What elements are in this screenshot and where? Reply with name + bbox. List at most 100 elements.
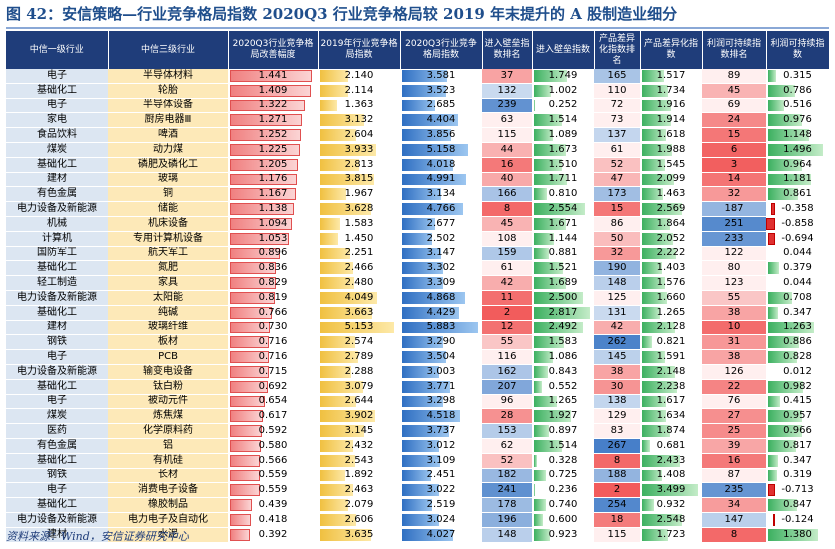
- bar-value: -0.694: [781, 232, 814, 244]
- improve-cell: 0.418: [228, 512, 318, 528]
- barrier-cell: 1.711: [532, 172, 594, 188]
- diff-rank-cell: 47: [594, 172, 640, 188]
- profit-rank-cell: 76: [702, 394, 766, 410]
- profit-rank-cell: 22: [702, 379, 766, 395]
- bar-value: 0.654: [258, 395, 288, 407]
- bar-fill: [534, 217, 566, 230]
- bar-value: 3.581: [426, 69, 456, 81]
- barrier-cell: 1.671: [532, 216, 594, 232]
- header-index-2020q3: 2020Q3行业竞争格局指数: [400, 31, 483, 69]
- diff-cell: 1.916: [640, 98, 702, 114]
- profit-cell: 0.957: [766, 408, 829, 425]
- bar-fill: [534, 114, 563, 127]
- index-2020q3-cell: 3.309: [400, 275, 482, 291]
- bar-value: 0.418: [258, 513, 288, 525]
- table-row: 煤炭 炼焦煤 0.617 3.902 4.518 28 1.927 129 1.634 27 0.9…: [6, 408, 829, 425]
- industry3-cell: 钛白粉: [108, 379, 228, 395]
- bar-fill: [768, 70, 777, 82]
- bar-fill: [534, 232, 555, 245]
- improve-cell: 0.592: [228, 423, 318, 439]
- bar-fill: [402, 70, 447, 82]
- figure-title: 图 42：安信策略—行业竞争格局指数 2020Q3 行业竞争格局较 2019 年…: [6, 5, 678, 23]
- bar-fill: [320, 306, 372, 319]
- industry1-cell: 电子: [6, 394, 108, 410]
- bar-fill: [534, 469, 546, 482]
- bar-value: 0.821: [656, 336, 686, 348]
- diff-rank-cell: 15: [594, 201, 640, 217]
- bar-value: 0.044: [783, 277, 812, 289]
- bar-fill: [320, 188, 346, 201]
- bar-value: 0.932: [656, 499, 686, 510]
- bar-fill: [320, 321, 395, 334]
- bar-fill: [230, 484, 260, 497]
- index-2020q3-cell: 3.024: [400, 512, 482, 528]
- barrier-cell: 0.236: [532, 482, 594, 499]
- bar-fill: [534, 425, 550, 437]
- bar-value: 1.409: [258, 84, 288, 96]
- bar-value: 2.466: [344, 262, 374, 274]
- bar-fill: [534, 484, 536, 497]
- industry3-cell: 半导体材料: [108, 69, 228, 84]
- bar-value: 4.429: [426, 306, 456, 318]
- bar-fill: [320, 158, 359, 171]
- bar-value: 2.128: [656, 321, 686, 333]
- barrier-cell: 2.554: [532, 201, 594, 217]
- diff-rank-cell: 254: [594, 497, 640, 513]
- bar-value: 3.635: [344, 528, 374, 540]
- bar-value: 3.499: [656, 484, 686, 496]
- profit-cell: 0.817: [766, 438, 829, 454]
- bar-value: 1.711: [548, 173, 578, 185]
- bar-fill: [402, 321, 479, 334]
- bar-fill: [230, 247, 280, 260]
- table-row: 基础化工 轮胎 1.409 2.114 3.523 132 1.002 110 1.734 45 0…: [6, 83, 829, 99]
- industry1-cell: 电子: [6, 482, 108, 499]
- bar-fill: [320, 217, 341, 230]
- industry3-cell: 被动元件: [108, 394, 228, 410]
- index-2019-cell: 2.480: [318, 275, 400, 291]
- title-rule: [6, 27, 829, 29]
- industry3-cell: 动力煤: [108, 142, 228, 158]
- barrier-rank-cell: 44: [482, 142, 532, 158]
- bar-value: 1.089: [548, 129, 578, 141]
- bar-fill: [320, 484, 354, 497]
- header-row: 中信一级行业 中信三级行业 2020Q3行业竞争格局改善幅度 2019年行业竞争…: [6, 31, 830, 69]
- diff-cell: 1.874: [640, 423, 702, 439]
- index-2020q3-cell: 3.012: [400, 438, 482, 454]
- barrier-cell: 1.514: [532, 112, 594, 129]
- diff-rank-cell: 83: [594, 423, 640, 439]
- diff-cell: 2.128: [640, 320, 702, 336]
- profit-cell: 0.012: [766, 364, 829, 380]
- industry1-cell: 电子: [6, 69, 108, 84]
- bar-fill: [642, 129, 666, 141]
- bar-value: 3.298: [426, 395, 456, 407]
- bar-value: 1.514: [548, 439, 578, 451]
- diff-cell: 0.821: [640, 334, 702, 351]
- bar-fill: [230, 513, 252, 526]
- industry3-cell: 机床设备: [108, 216, 228, 232]
- bar-fill: [320, 291, 378, 304]
- profit-rank-cell: 38: [702, 305, 766, 321]
- diff-rank-cell: 18: [594, 512, 640, 528]
- bar-value: 2.569: [656, 203, 686, 215]
- index-2020q3-cell: 2.519: [400, 497, 482, 513]
- index-2019-cell: 2.789: [318, 349, 400, 365]
- bar-value: 0.516: [783, 99, 812, 111]
- bar-value: 2.148: [656, 365, 686, 377]
- bar-value: 0.592: [258, 425, 288, 437]
- improve-cell: 1.094: [228, 216, 318, 232]
- bar-value: 0.012: [783, 365, 812, 377]
- bar-value: 1.138: [258, 203, 288, 215]
- bar-value: 1.689: [548, 277, 578, 289]
- diff-rank-cell: 8: [594, 453, 640, 469]
- profit-rank-cell: 10: [702, 320, 766, 336]
- bar-fill: [402, 513, 440, 526]
- industry3-cell: 纯碱: [108, 305, 228, 321]
- profit-cell: 0.044: [766, 275, 829, 291]
- industry3-cell: 玻璃纤维: [108, 320, 228, 336]
- industry1-cell: 国防军工: [6, 246, 108, 262]
- bar-value: 4.991: [426, 173, 456, 185]
- bar-fill: [642, 114, 671, 127]
- bar-fill: [402, 365, 440, 378]
- bar-fill: [642, 365, 675, 378]
- bar-fill: [642, 306, 660, 319]
